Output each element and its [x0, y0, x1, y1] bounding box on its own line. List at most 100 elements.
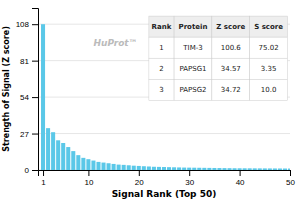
x-tick-label: 10 [84, 178, 93, 187]
y-tick: 54 [20, 93, 38, 102]
table-text: 75.02 [259, 44, 279, 52]
y-tick-label: 108 [16, 20, 30, 29]
bar [172, 167, 176, 170]
y-tick-label: 54 [20, 93, 29, 102]
table-text: 1 [159, 44, 163, 52]
table-cell [149, 37, 174, 58]
bar [51, 132, 55, 170]
y-tick-label: 81 [20, 57, 29, 66]
bar [41, 24, 45, 170]
bar [197, 168, 201, 170]
table-cell [250, 37, 288, 58]
bar [107, 163, 111, 170]
y-tick: 108 [16, 20, 38, 29]
y-axis-title: Strength of Signal (Z score) [2, 26, 11, 152]
table-text: 34.72 [221, 86, 241, 94]
y-tick-mark [32, 61, 38, 62]
bar [46, 128, 50, 170]
table-text: 3.35 [261, 65, 277, 73]
table-text: 10.0 [261, 86, 277, 94]
x-tick: 40 [236, 170, 245, 187]
x-tick: 50 [286, 170, 295, 187]
bar [122, 165, 126, 170]
table-cell [250, 16, 288, 37]
bar [288, 169, 290, 170]
table-cell [149, 79, 174, 100]
x-tick: 1 [41, 170, 46, 187]
table-cell [174, 58, 212, 79]
x-tick-label: 40 [236, 178, 245, 187]
bar [182, 168, 186, 170]
bar [238, 168, 242, 170]
bar [192, 168, 196, 170]
bar [81, 158, 85, 170]
table-cell [174, 79, 212, 100]
bar [91, 161, 95, 170]
table: RankProteinZ scoreS score1TIM-3100.675.0… [149, 16, 288, 100]
bars [41, 24, 290, 170]
bar [137, 166, 141, 170]
table-header: Rank [152, 23, 172, 31]
table-cell [250, 58, 288, 79]
x-tick-mark [290, 170, 291, 176]
bar [177, 167, 181, 170]
grid-line [38, 133, 290, 134]
bar [278, 168, 282, 170]
bar [76, 155, 80, 170]
bar [56, 140, 60, 170]
bar [132, 166, 136, 170]
table-text: TIM-3 [182, 44, 202, 52]
y-tick-mark [32, 97, 38, 98]
table-cell [212, 79, 250, 100]
bar [102, 163, 106, 170]
bar [207, 168, 211, 170]
y-tick-mark [32, 24, 38, 25]
bar [127, 165, 131, 170]
bar [147, 166, 151, 170]
y-tick-mark [32, 134, 38, 135]
y-tick: 0 [25, 166, 38, 175]
x-axis-line [39, 171, 291, 177]
watermark: HuProt™ [93, 38, 137, 48]
x-tick-mark [43, 170, 44, 176]
table-text: 34.57 [221, 65, 241, 73]
bar [96, 162, 100, 170]
bar [273, 168, 277, 170]
bar [248, 168, 252, 170]
x-tick-label: 1 [41, 178, 46, 187]
bar [86, 159, 90, 170]
bar [253, 168, 257, 170]
bar [157, 167, 161, 170]
y-tick-label: 0 [25, 166, 30, 175]
y-tick-mark [32, 170, 38, 171]
table-cell [149, 16, 174, 37]
bar [212, 168, 216, 170]
table-text: 3 [159, 86, 163, 94]
bar [66, 147, 70, 170]
bar [258, 168, 262, 170]
table-cell [212, 16, 250, 37]
table-cell [212, 37, 250, 58]
table-header: Protein [179, 23, 208, 31]
x-tick: 10 [84, 170, 93, 187]
table-cell [149, 58, 174, 79]
bar [61, 143, 65, 170]
bar [228, 168, 232, 170]
plot: 110203040500275481108HuProt™RankProteinZ… [16, 9, 296, 187]
y-axis-line [32, 9, 39, 171]
table-text: PAPSG2 [179, 86, 206, 94]
x-tick-mark [240, 170, 241, 176]
bar [187, 168, 191, 170]
x-tick-mark [139, 170, 140, 176]
x-tick-mark [88, 170, 89, 176]
grid [38, 24, 290, 170]
bar [268, 168, 272, 170]
bar [217, 168, 221, 170]
bar [117, 165, 121, 170]
table-header: S score [254, 23, 283, 31]
y-tick: 27 [20, 130, 38, 139]
bar [263, 168, 267, 170]
bar [243, 168, 247, 170]
bar [283, 169, 287, 170]
table-header: Z score [216, 23, 245, 31]
